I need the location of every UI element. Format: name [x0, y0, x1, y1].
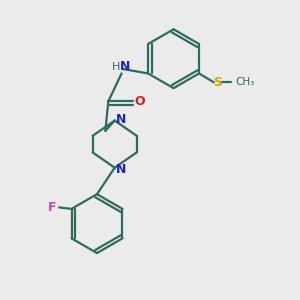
Text: N: N [120, 60, 130, 73]
Text: CH₃: CH₃ [236, 77, 255, 87]
Text: S: S [213, 76, 222, 89]
Text: N: N [116, 112, 126, 126]
Text: F: F [48, 201, 57, 214]
Text: N: N [116, 163, 126, 176]
Text: O: O [134, 95, 145, 108]
Text: H: H [112, 62, 120, 72]
